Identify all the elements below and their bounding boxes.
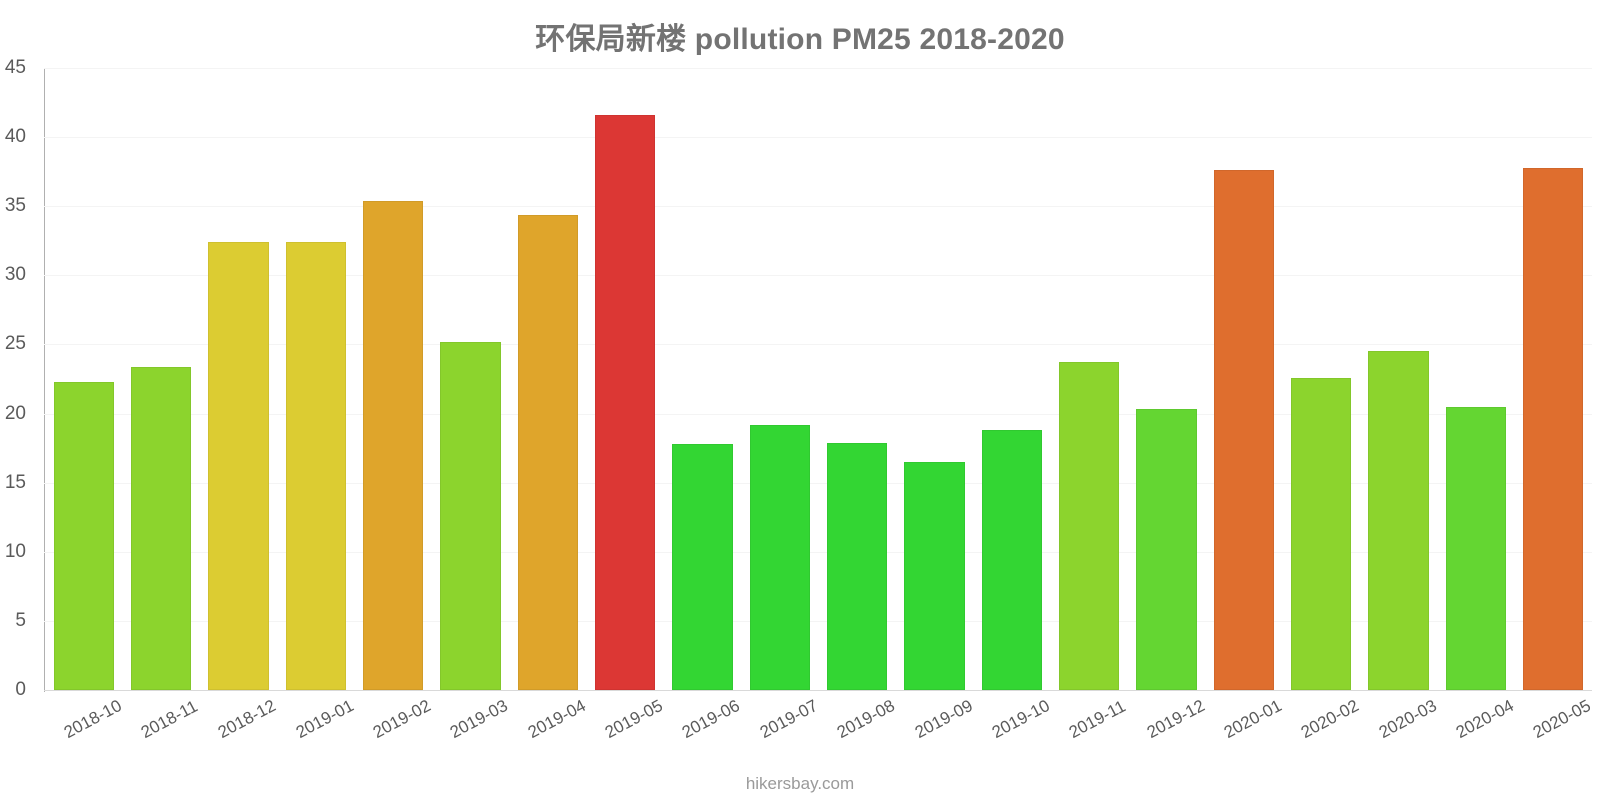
bar[interactable] (517, 214, 578, 690)
bar-slot (981, 68, 1043, 690)
bar-slot (1368, 68, 1429, 690)
bar-slot (362, 68, 424, 690)
x-axis-tick-label: 2019-02 (369, 695, 434, 743)
bar-slot (749, 68, 810, 690)
bar-slot (285, 68, 346, 690)
x-axis-tick-label: 2018-11 (137, 696, 201, 743)
bar[interactable] (749, 424, 810, 690)
bar-slot (827, 68, 888, 690)
plot-area: 0 5 10 15 20 25 30 35 40 45 (5, 57, 1592, 700)
x-axis-tick-label: 2020-04 (1452, 695, 1517, 743)
x-axis-tick-label: 2019-10 (988, 695, 1053, 743)
x-axis-tick-label: 2019-05 (601, 695, 666, 743)
x-axis-tick-label: 2019-12 (1143, 695, 1208, 743)
x-axis-tick-label: 2019-04 (524, 695, 589, 743)
y-axis-tick-label: 0 (15, 679, 26, 700)
bar[interactable] (362, 200, 424, 690)
y-axis-tick-label: 15 (4, 471, 26, 493)
bar[interactable] (1523, 167, 1584, 690)
x-axis-tick-label: 2019-08 (833, 695, 898, 743)
bar-slot (1523, 68, 1584, 690)
gridline (44, 206, 1592, 208)
x-axis-tick-label: 2019-06 (679, 695, 744, 743)
gridline (44, 690, 1592, 691)
bar[interactable] (440, 341, 501, 690)
bar[interactable] (130, 366, 192, 690)
bar[interactable] (672, 443, 733, 690)
bar-slot (672, 68, 733, 690)
x-axis-tick-label: 2019-01 (292, 695, 357, 743)
gridline (44, 137, 1592, 139)
x-axis-tick-label: 2019-07 (756, 695, 821, 743)
y-axis-tick-label: 40 (4, 126, 26, 148)
bar[interactable] (208, 242, 269, 690)
bar-slot (1445, 68, 1507, 690)
bar[interactable] (827, 442, 888, 690)
gridline (44, 275, 1592, 277)
bar-slot (53, 68, 114, 690)
bar[interactable] (594, 115, 656, 690)
gridline (44, 344, 1592, 346)
gridline (44, 482, 1592, 484)
bar[interactable] (1136, 409, 1197, 690)
bar[interactable] (1368, 351, 1429, 690)
bar[interactable] (1059, 362, 1120, 690)
gridline (44, 551, 1592, 553)
bar-slot (440, 68, 501, 690)
y-axis-line (44, 68, 45, 692)
x-axis-tick-label: 2018-10 (60, 695, 125, 743)
footer-credit: hikersbay.com (745, 774, 855, 793)
y-axis-tick-label: 25 (4, 333, 26, 355)
x-axis-tick-label: 2020-01 (1220, 695, 1285, 743)
y-axis-tick-label: 30 (4, 264, 26, 286)
x-axis-tick-label: 2018-12 (215, 695, 280, 743)
x-axis-tick-label: 2019-11 (1066, 696, 1129, 743)
bar-slot (904, 68, 965, 690)
bar-slot (1059, 68, 1120, 690)
bar[interactable] (53, 381, 114, 690)
gridline (44, 68, 1592, 69)
bar-slot (1213, 68, 1275, 690)
x-axis-tick-label: 2019-09 (911, 695, 976, 743)
x-axis-tick-label: 2019-03 (447, 695, 512, 743)
y-axis-tick-label: 5 (15, 609, 26, 631)
x-axis-tick-label: 2020-02 (1298, 695, 1363, 743)
bar[interactable] (904, 461, 965, 690)
bar-slot (517, 68, 578, 690)
gridline (44, 413, 1592, 415)
bar[interactable] (1291, 377, 1352, 690)
y-axis-tick-label: 35 (4, 195, 26, 217)
bar[interactable] (1213, 170, 1275, 690)
y-axis-tick-label: 10 (4, 540, 26, 562)
bar[interactable] (1445, 406, 1507, 690)
bar-slot (1136, 68, 1197, 690)
bar-slot (130, 68, 192, 690)
x-axis-tick-label: 2020-05 (1530, 695, 1595, 743)
bar-slot (208, 68, 269, 690)
gridline (44, 620, 1592, 622)
bar-slot (594, 68, 656, 690)
chart-title: 环保局新楼 pollution PM25 2018-2020 (535, 23, 1065, 56)
x-axis-tick-label: 2020-03 (1375, 695, 1440, 743)
y-axis-tick-label: 20 (4, 402, 26, 424)
bar-slot (1291, 68, 1352, 690)
bar[interactable] (285, 242, 346, 690)
y-axis-tick-label: 45 (4, 57, 26, 78)
bar-series (45, 68, 1592, 690)
bar[interactable] (981, 430, 1043, 690)
